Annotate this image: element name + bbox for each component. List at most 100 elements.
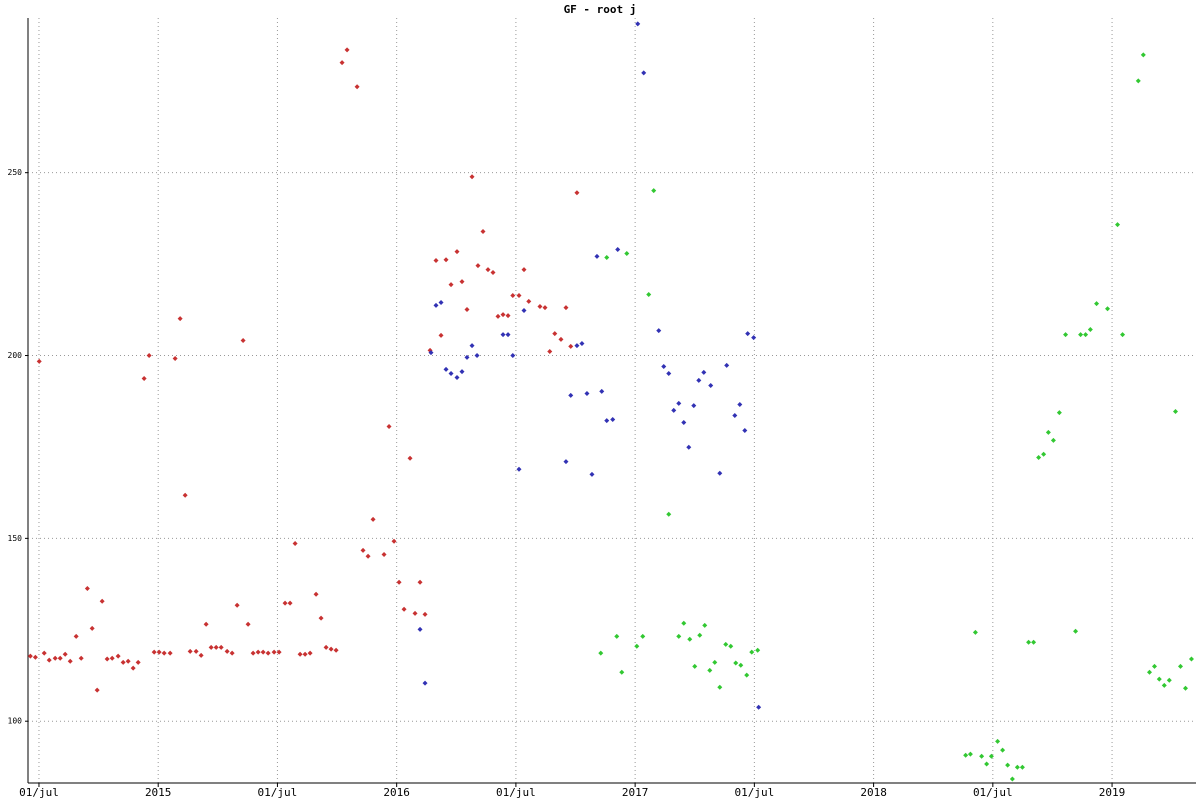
point: [500, 312, 506, 318]
y-tick-label: 150: [8, 534, 23, 543]
point: [1005, 762, 1011, 768]
point: [407, 455, 413, 461]
point: [307, 650, 313, 656]
point: [1045, 429, 1051, 435]
point: [485, 267, 491, 273]
point: [967, 751, 973, 757]
point: [156, 649, 162, 655]
point: [193, 648, 199, 654]
point: [469, 174, 475, 180]
point: [687, 636, 693, 642]
point: [574, 190, 580, 196]
point: [599, 388, 605, 394]
point: [428, 350, 434, 356]
point: [579, 340, 585, 346]
point: [724, 362, 730, 368]
point: [681, 620, 687, 626]
point: [751, 335, 757, 341]
point: [448, 282, 454, 288]
point: [594, 253, 600, 259]
point: [302, 651, 308, 657]
point: [36, 358, 42, 364]
point: [552, 331, 558, 337]
point: [1063, 332, 1069, 338]
point: [448, 370, 454, 376]
point: [995, 738, 1001, 744]
point: [490, 270, 496, 276]
x-tick-label: 2016: [383, 786, 410, 799]
point: [370, 516, 376, 522]
point: [742, 427, 748, 433]
point: [1146, 669, 1152, 675]
point: [417, 579, 423, 585]
point: [1094, 301, 1100, 307]
point: [696, 377, 702, 383]
y-tick-label: 250: [8, 168, 23, 177]
point: [187, 648, 193, 654]
point: [756, 704, 762, 710]
point: [604, 255, 610, 261]
point: [1087, 327, 1093, 333]
point: [666, 511, 672, 517]
point: [749, 649, 755, 655]
point: [365, 553, 371, 559]
point: [412, 610, 418, 616]
point: [568, 392, 574, 398]
point: [635, 21, 641, 27]
point: [454, 374, 460, 380]
point: [1026, 639, 1032, 645]
point: [203, 621, 209, 627]
point: [697, 632, 703, 638]
point: [474, 353, 480, 359]
point: [1172, 408, 1178, 414]
point: [708, 383, 714, 389]
point: [318, 615, 324, 621]
point: [182, 492, 188, 498]
point: [521, 308, 527, 314]
point: [433, 302, 439, 308]
point: [547, 348, 553, 354]
chart-title: GF - root j: [564, 3, 637, 16]
point: [443, 366, 449, 372]
point: [589, 471, 595, 477]
point: [167, 650, 173, 656]
point: [619, 669, 625, 675]
point: [151, 649, 157, 655]
point: [218, 644, 224, 650]
point: [109, 655, 115, 661]
point: [459, 279, 465, 285]
point: [651, 188, 657, 194]
point: [646, 291, 652, 297]
point: [245, 621, 251, 627]
point: [988, 753, 994, 759]
point: [1050, 437, 1056, 443]
point: [480, 229, 486, 235]
point: [521, 267, 527, 273]
y-tick-label: 100: [8, 717, 23, 726]
point: [702, 622, 708, 628]
point: [32, 654, 38, 660]
point: [526, 298, 532, 304]
point: [282, 600, 288, 606]
point: [271, 649, 277, 655]
point: [198, 652, 204, 658]
point: [454, 249, 460, 255]
point: [120, 659, 126, 665]
point: [62, 651, 68, 657]
point: [464, 354, 470, 360]
point: [396, 579, 402, 585]
point: [391, 538, 397, 544]
point: [234, 602, 240, 608]
point: [172, 355, 178, 361]
point: [723, 641, 729, 647]
point: [671, 407, 677, 413]
point: [115, 653, 121, 659]
x-tick-label: 2019: [1099, 786, 1126, 799]
point: [78, 655, 84, 661]
point: [1083, 332, 1089, 338]
x-tick-label: 01/jul: [496, 786, 536, 799]
point: [99, 598, 105, 604]
